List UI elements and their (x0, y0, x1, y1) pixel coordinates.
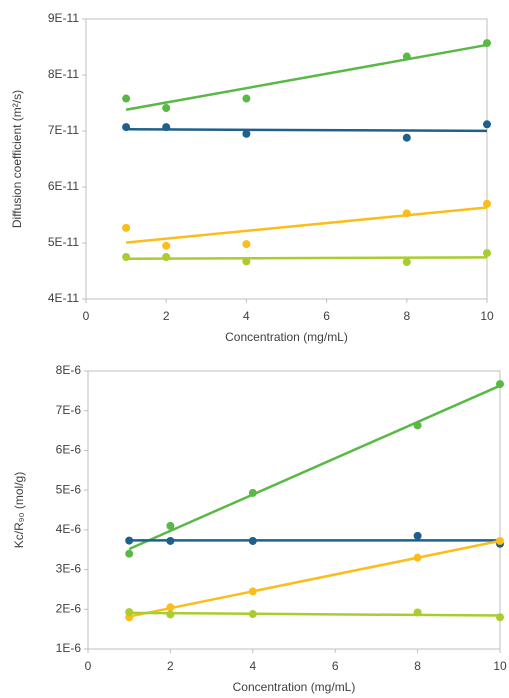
trend-line (126, 256, 488, 260)
x-tick-label: 4 (249, 659, 256, 673)
x-tick-label: 2 (163, 309, 170, 323)
y-axis-label: Diffusion coefficient (m²/s) (10, 90, 24, 228)
data-point (248, 587, 257, 596)
x-tick-label: 8 (414, 659, 421, 673)
plot-frame (87, 370, 501, 650)
data-point (496, 536, 504, 545)
y-tick-label: 3E-6 (56, 562, 82, 576)
x-tick-label: 2 (167, 659, 174, 673)
data-point (162, 104, 171, 113)
data-point (402, 52, 411, 61)
data-point (248, 488, 257, 497)
data-point (166, 610, 175, 619)
y-tick-label: 6E-6 (56, 443, 82, 457)
y-tick-label: 4E-11 (48, 291, 79, 305)
trend-line (129, 611, 501, 617)
y-tick-label: 8E-11 (48, 67, 79, 81)
data-point (242, 129, 251, 138)
trend-line (128, 539, 501, 618)
x-axis-label: Concentration (mg/mL) (225, 330, 348, 344)
data-point (413, 553, 422, 562)
data-point (248, 536, 257, 545)
x-tick-label: 4 (243, 309, 250, 323)
trend-line (125, 43, 488, 111)
trend-line (125, 206, 488, 244)
data-point (402, 258, 411, 267)
trend-line (126, 127, 488, 133)
data-point (122, 94, 131, 103)
data-point (242, 240, 251, 249)
x-tick-label: 0 (85, 659, 92, 673)
x-tick-label: 10 (493, 659, 507, 673)
y-tick-label: 2E-6 (56, 601, 82, 615)
data-point (162, 123, 171, 132)
y-tick-label: 9E-11 (48, 11, 79, 25)
data-point (162, 241, 171, 250)
y-tick-label: 6E-11 (48, 179, 79, 193)
data-point (242, 257, 251, 266)
data-point (402, 209, 411, 218)
data-point (122, 223, 131, 232)
data-point (242, 94, 251, 103)
data-point (483, 249, 491, 258)
data-point (122, 253, 131, 261)
data-point (162, 253, 171, 261)
x-tick-label: 6 (323, 309, 330, 323)
data-point (413, 531, 422, 540)
data-point (166, 536, 175, 545)
x-tick-label: 0 (83, 309, 90, 323)
x-axis-label: Concentration (mg/mL) (233, 680, 356, 694)
data-point (125, 536, 134, 545)
data-point (413, 608, 422, 617)
y-tick-label: 1E-6 (56, 641, 82, 655)
data-point (483, 199, 491, 208)
data-point (248, 610, 257, 619)
trend-line (128, 384, 501, 551)
y-tick-label: 5E-11 (48, 235, 79, 249)
y-tick-label: 5E-6 (56, 482, 82, 496)
plot-frame (85, 18, 488, 300)
data-point (413, 421, 422, 430)
y-axis-label: Kc/R₉₀ (mol/g) (12, 472, 26, 548)
data-point (483, 39, 491, 48)
data-point (496, 613, 504, 622)
x-tick-label: 8 (403, 309, 410, 323)
y-tick-label: 4E-6 (56, 522, 82, 536)
data-point (125, 549, 134, 558)
x-tick-label: 10 (480, 309, 494, 323)
data-point (166, 521, 175, 530)
data-point (496, 380, 504, 389)
data-point (125, 608, 134, 617)
data-point (122, 123, 131, 132)
y-tick-label: 7E-6 (56, 403, 82, 417)
data-point (402, 133, 411, 142)
y-tick-label: 8E-6 (56, 363, 82, 377)
x-tick-label: 6 (332, 659, 339, 673)
data-point (483, 120, 491, 129)
data-point (166, 603, 175, 612)
y-tick-label: 7E-11 (48, 123, 79, 137)
